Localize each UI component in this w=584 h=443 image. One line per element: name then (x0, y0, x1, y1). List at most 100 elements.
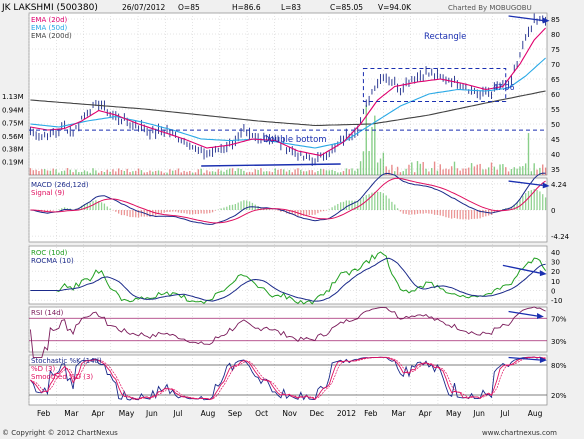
price-tick-label: 35 (551, 166, 560, 174)
roc-tick-label: 0 (551, 287, 555, 295)
x-tick-label: Aug (201, 409, 216, 418)
macd-line (30, 172, 546, 225)
volume-tick-label: 0.19M (2, 159, 24, 167)
legend-stoch-smoothed: Smoothed %D (3) (31, 373, 93, 381)
legend-ema200: EMA (200d) (31, 32, 72, 40)
price-tick-label: 45 (551, 136, 560, 144)
x-tick-label: May (119, 409, 135, 418)
high-label: H=86.6 (232, 3, 261, 12)
x-tick-label: Aug (528, 409, 543, 418)
legend-ema50: EMA (50d) (31, 24, 68, 32)
rsi-line (29, 306, 546, 359)
symbol-label: JK LAKSHMI (500380) (1, 3, 98, 13)
x-tick-label: Feb (37, 409, 51, 418)
price-tick-label: 60 (551, 91, 560, 99)
rsi-tick-label: 70% (551, 315, 567, 323)
macd-arrow-head (542, 182, 550, 189)
volume-tick-label: 0.38M (2, 145, 24, 153)
price-arrow-head (542, 17, 550, 24)
roc-tick-label: 20 (551, 268, 560, 276)
stoch-arrow-head (539, 357, 547, 363)
roc-trend-arrow (502, 264, 541, 274)
volume-bars (29, 105, 547, 175)
macd-tick-label: 4.24 (551, 181, 567, 189)
x-tick-label: Apr (92, 409, 106, 418)
volume-tick-label: 0.75M (2, 120, 24, 128)
indicator-lines (29, 13, 547, 401)
ema20-line (30, 27, 546, 157)
x-tick-label: Oct (255, 409, 268, 418)
close-label: C=85.05 (330, 3, 363, 12)
price-tick-label: 85 (551, 16, 560, 24)
stoch-trend-arrow (508, 356, 540, 361)
rsi-arrow-head (537, 313, 544, 319)
open-label: O=85 (178, 3, 200, 12)
x-tick-label: Feb (364, 409, 378, 418)
roc-arrow-head (539, 270, 547, 277)
stochastic-panel (28, 354, 548, 406)
macd-tick-label: 0 (551, 207, 555, 215)
legend-stoch-k: Stochastic %K (14d) (31, 357, 102, 365)
x-tick-label: Mar (391, 409, 406, 418)
legend-macd: MACD (26d,12d) (31, 181, 89, 189)
rsi-tick-label: 30% (551, 338, 567, 346)
roc-tick-label: 40 (551, 249, 560, 257)
legend-roc: ROC (10d) (31, 249, 68, 257)
x-tick-label: Sep (228, 409, 242, 418)
annotation-support-value: 47.96 (493, 83, 515, 92)
x-tick-label: Jun (145, 409, 158, 418)
annotation-rectangle: Rectangle (424, 32, 466, 42)
price-trend-arrow (508, 15, 543, 22)
roc-line (30, 251, 547, 305)
roc-tick-label: -10 (551, 297, 562, 305)
roc-tick-label: 10 (551, 278, 560, 286)
legend-rocma: ROCMA (10) (31, 257, 74, 265)
macd-trend-arrow (508, 180, 543, 187)
rsi-panel (28, 306, 548, 353)
ema50-line (30, 57, 546, 149)
x-tick-label: Jul (172, 409, 182, 418)
legend-rsi: RSI (14d) (31, 309, 64, 317)
x-tick-label: Jul (499, 409, 509, 418)
x-tick-label: Dec (310, 409, 325, 418)
stoch-d-line (30, 356, 546, 401)
volume-tick-label: 0.56M (2, 133, 24, 141)
stoch-k-line (30, 356, 546, 401)
price-tick-label: 55 (551, 106, 560, 114)
x-tick-label: Nov (282, 409, 297, 418)
legend-stoch-d: %D (3) (31, 365, 55, 373)
rsi-trend-arrow (508, 310, 538, 317)
website-label: www.chartnexus.com (482, 429, 557, 437)
signal-line (30, 177, 546, 224)
x-tick-label: Jun (472, 409, 485, 418)
price-tick-label: 75 (551, 46, 560, 54)
annotation-double-bottom: Double bottom (263, 135, 327, 145)
volume-tick-label: 1.13M (2, 93, 24, 101)
price-tick-label: 40 (551, 151, 560, 159)
stoch-tick-label: 20% (551, 392, 567, 400)
volume-tick-label: 0.94M (2, 106, 24, 114)
price-tick-label: 65 (551, 76, 560, 84)
price-tick-label: 80 (551, 31, 560, 39)
legend-signal: Signal (9) (31, 189, 65, 197)
x-tick-label: Mar (64, 409, 79, 418)
rectangle-pattern-box (362, 68, 507, 102)
stoch-smoothed-d-line (30, 356, 546, 400)
ema200-line (30, 90, 546, 127)
volume-label: V=94.0K (378, 3, 412, 12)
legend-ema20: EMA (20d) (31, 16, 68, 24)
macd-tick-label: -4.24 (551, 233, 570, 241)
price-tick-label: 50 (551, 121, 560, 129)
double-bottom-line (201, 163, 341, 167)
annotations (29, 15, 550, 363)
date-label: 26/07/2012 (122, 3, 165, 12)
x-tick-label: 2012 (337, 409, 356, 418)
x-tick-label: Apr (419, 409, 433, 418)
low-label: L=83 (281, 3, 301, 12)
axis-ticks: 85 80 75 70 65 60 55 50 45 40 35 1.13M 0.94M 0.75M 0.5… (2, 16, 570, 418)
copyright-label: © Copyright © 2012 ChartNexus (2, 429, 118, 437)
price-tick-label: 70 (551, 61, 560, 69)
charted-by-label: Charted By MOBUGOBU (448, 4, 532, 12)
